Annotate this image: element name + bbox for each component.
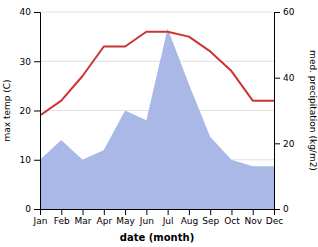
plot: JanFebMarAprMayJunJulAugSepOctNovDec0102… xyxy=(20,7,295,226)
tick-label: 40 xyxy=(20,7,32,17)
tick-mark xyxy=(34,209,40,210)
tick-mark xyxy=(34,160,40,161)
tick-label: 0 xyxy=(25,204,31,214)
tick-mark xyxy=(104,209,105,215)
tick-label: 10 xyxy=(20,155,32,165)
tick: 10 xyxy=(20,155,40,165)
tick: 40 xyxy=(20,7,40,17)
tick-label: 40 xyxy=(283,73,295,83)
tick-label: Jul xyxy=(162,216,174,226)
tick-mark xyxy=(34,61,40,62)
tick-label: 60 xyxy=(283,7,295,17)
tick: Jan xyxy=(33,209,48,226)
tick: 20 xyxy=(20,106,40,116)
tick-label: 20 xyxy=(20,106,32,116)
tick: Oct xyxy=(224,209,240,226)
x-axis-title: date (month) xyxy=(120,232,194,243)
tick-mark xyxy=(210,209,211,215)
tick-label: Jan xyxy=(33,216,48,226)
tick-label: Dec xyxy=(266,216,283,226)
x-axis: Jan Feb Mar AprMay Jun Jul AugSep Oct Nov Dec xyxy=(33,209,284,226)
tick-label: 30 xyxy=(20,57,32,67)
tick: 0 xyxy=(25,204,40,214)
area xyxy=(40,28,274,209)
tick: 0 xyxy=(274,204,289,214)
tick-mark xyxy=(189,209,190,215)
tick-mark xyxy=(83,209,84,215)
tick-label: Sep xyxy=(202,216,219,226)
tick-label: Aug xyxy=(181,216,199,226)
tick-label: Feb xyxy=(54,216,70,226)
tick-mark xyxy=(61,209,62,215)
tick: 20 xyxy=(274,139,295,149)
tick-label: 20 xyxy=(283,139,295,149)
tick: Apr xyxy=(97,209,113,226)
tick: Jul xyxy=(162,209,174,226)
tick: Aug xyxy=(181,209,199,226)
tick-mark xyxy=(274,78,280,79)
tick-mark xyxy=(274,209,280,210)
tick-label: Nov xyxy=(244,216,262,226)
tick: Sep xyxy=(202,209,219,226)
tick-mark xyxy=(168,209,169,215)
marks xyxy=(40,28,274,209)
tick: Mar xyxy=(75,209,92,226)
line xyxy=(40,32,274,116)
y2-axis: 0 20 40 60 xyxy=(274,7,295,214)
tick-label: Apr xyxy=(97,216,113,226)
tick: Feb xyxy=(54,209,70,226)
tick: 40 xyxy=(274,73,295,83)
tick-mark xyxy=(253,209,254,215)
y2-axis-title: med. precipitation (kg/m2) xyxy=(308,50,318,171)
axis-line xyxy=(275,13,281,210)
tick-mark xyxy=(274,12,280,13)
tick-label: Jun xyxy=(139,216,154,226)
tick: Nov xyxy=(244,209,262,226)
tick: Jun xyxy=(139,209,154,226)
grid-line xyxy=(40,61,274,62)
axis-line xyxy=(41,210,275,216)
tick-mark xyxy=(34,111,40,112)
tick: 30 xyxy=(20,57,40,67)
tick-mark xyxy=(125,209,126,215)
tick: May xyxy=(116,209,135,226)
tick-label: May xyxy=(116,216,135,226)
grid-line xyxy=(40,12,274,13)
tick-label: 0 xyxy=(283,204,289,214)
axis-line xyxy=(34,13,41,210)
tick: 60 xyxy=(274,7,295,17)
y-axis: 0 10 20 30 40 xyxy=(20,7,41,214)
tick-label: Oct xyxy=(224,216,240,226)
tick-mark xyxy=(146,209,147,215)
tick-label: Mar xyxy=(75,216,92,226)
tick-mark xyxy=(231,209,232,215)
y-axis-title: max temp (C) xyxy=(2,79,12,141)
tick: Dec xyxy=(266,209,283,226)
tick-mark xyxy=(34,12,40,13)
grid xyxy=(40,12,274,209)
chart: JanFebMarAprMayJunJulAugSepOctNovDec0102… xyxy=(0,0,318,247)
tick-mark xyxy=(274,143,280,144)
